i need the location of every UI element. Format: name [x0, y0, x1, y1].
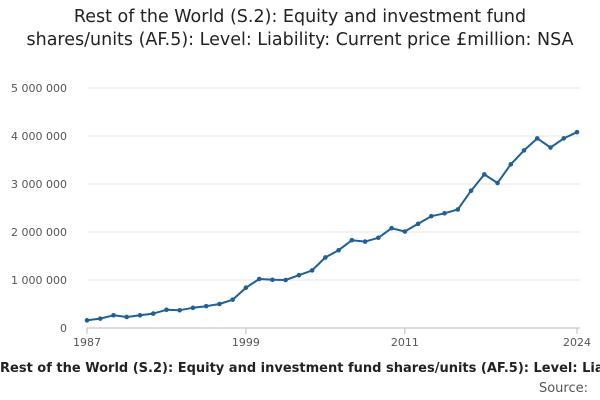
data-point[interactable]	[521, 148, 527, 153]
x-axis: 1987 1999 2011 2024	[73, 328, 591, 349]
data-point[interactable]	[283, 277, 288, 283]
series-line	[86, 131, 578, 322]
data-point[interactable]	[84, 318, 90, 323]
legend: Rest of the World (S.2): Equity and inve…	[0, 361, 600, 379]
y-tick-label: 0	[60, 322, 67, 335]
data-point[interactable]	[362, 239, 368, 244]
data-point[interactable]	[97, 316, 103, 321]
data-point[interactable]	[442, 210, 447, 216]
data-point[interactable]	[137, 312, 143, 318]
y-axis: 0 1 000 000 2 000 000 3 000 000 4 000 000 5 0…	[11, 82, 67, 335]
data-point[interactable]	[270, 277, 275, 283]
data-point[interactable]	[574, 129, 580, 135]
x-tick-label: 1987	[73, 336, 101, 349]
y-tick-label: 1 000 000	[11, 274, 67, 287]
gridlines	[87, 87, 580, 329]
data-point[interactable]	[230, 297, 235, 302]
data-point[interactable]	[429, 213, 434, 219]
data-point[interactable]	[495, 180, 500, 186]
y-tick-label: 3 000 000	[11, 178, 67, 191]
data-point[interactable]	[349, 237, 355, 243]
data-point[interactable]	[177, 307, 183, 313]
x-tick-label: 1999	[232, 336, 260, 349]
data-point[interactable]	[455, 207, 461, 212]
data-point[interactable]	[203, 303, 209, 309]
data-point[interactable]	[164, 307, 169, 313]
data-point[interactable]	[534, 136, 540, 141]
data-point[interactable]	[309, 268, 315, 273]
data-point[interactable]	[561, 136, 567, 141]
y-tick-label: 2 000 000	[11, 226, 67, 239]
data-point[interactable]	[150, 311, 156, 316]
data-point[interactable]	[468, 188, 474, 194]
data-point[interactable]	[508, 162, 514, 167]
y-tick-label: 5 000 000	[11, 82, 67, 95]
x-tick-label: 2011	[391, 336, 419, 349]
data-point[interactable]	[217, 301, 222, 307]
chart-title: Rest of the World (S.2): Equity and inve…	[26, 7, 574, 50]
data-point[interactable]	[389, 225, 394, 231]
data-point[interactable]	[548, 145, 553, 150]
x-tick-label: 2024	[563, 336, 591, 349]
data-point[interactable]	[481, 172, 487, 177]
data-point[interactable]	[256, 276, 262, 282]
data-point[interactable]	[296, 272, 302, 278]
y-tick-label: 4 000 000	[11, 130, 67, 143]
source-label: Source:	[538, 381, 588, 396]
legend-label: Rest of the World (S.2): Equity and inve…	[0, 361, 600, 376]
data-point[interactable]	[124, 314, 130, 320]
data-point[interactable]	[190, 305, 196, 311]
data-point[interactable]	[376, 235, 381, 241]
data-point[interactable]	[415, 221, 421, 227]
data-point[interactable]	[243, 285, 249, 290]
data-point[interactable]	[323, 255, 328, 260]
data-point[interactable]	[336, 247, 341, 253]
data-point[interactable]	[402, 229, 408, 234]
data-point[interactable]	[111, 312, 116, 318]
series-layer	[84, 129, 580, 323]
